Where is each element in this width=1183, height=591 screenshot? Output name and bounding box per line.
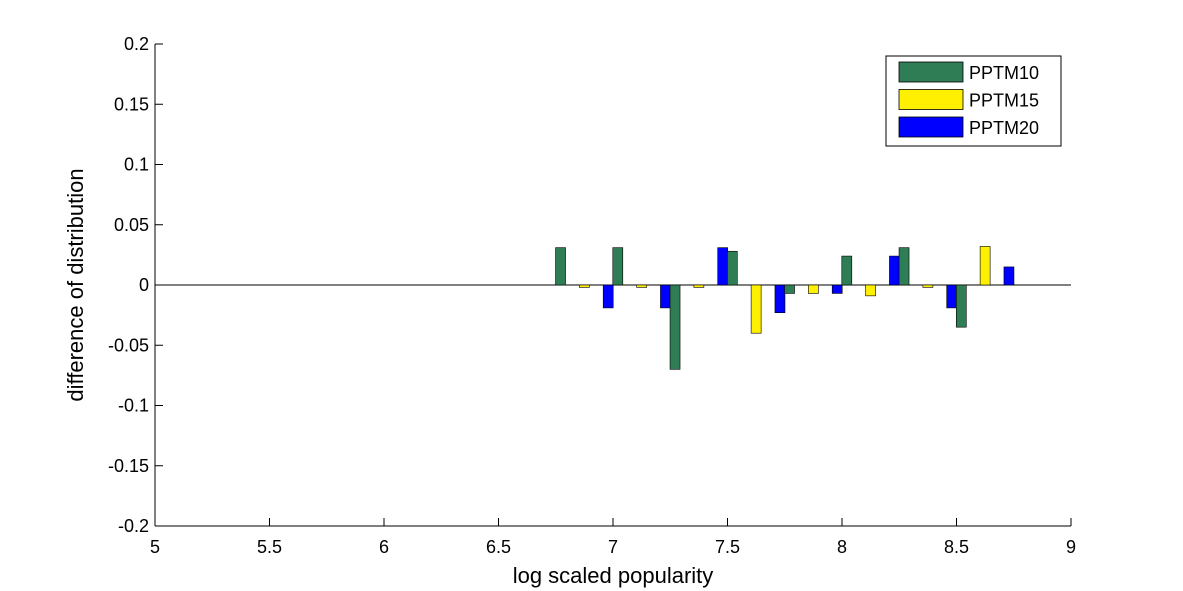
y-tick-label: -0.15 [108,456,149,476]
x-tick-label: 7.5 [715,537,740,557]
legend-swatch-pptm10 [898,61,964,83]
bar-pptm20 [1003,266,1015,286]
y-tick-label: -0.2 [118,516,149,536]
bar-pptm20 [602,284,614,309]
bar-pptm15 [750,284,762,334]
bar-pptm10 [784,284,795,294]
bar-pptm15 [693,284,705,288]
bar-pptm10 [612,247,624,286]
y-tick-label: 0.05 [114,215,149,235]
bar-pptm10 [555,247,566,286]
x-tick-label: 8.5 [944,537,969,557]
legend-label-pptm10: PPTM10 [969,63,1039,83]
bar-pptm20 [774,284,786,314]
x-tick-label: 8 [837,537,847,557]
x-tick-label: 7 [608,537,618,557]
bar-pptm15 [636,284,647,288]
bar-pptm20 [946,284,958,309]
bar-pptm15 [979,246,991,286]
plot-axes: 5 5.5 6 6.5 7 7.5 8 8.5 9 -0.2 -0.15 -0.1 -0.05 0 0.05… [108,34,1076,557]
bar-pptm20 [889,255,900,286]
bar-pptm15 [922,284,934,288]
bar-pptm15 [579,284,590,288]
bar-pptm10 [669,284,681,370]
x-tick-label: 6 [379,537,389,557]
y-tick-label: 0.2 [124,34,149,54]
x-tick-label: 9 [1066,537,1076,557]
y-tick-label: -0.05 [108,335,149,355]
legend-swatch-pptm15 [898,89,964,110]
bar-pptm20 [717,247,729,286]
bar-pptm20 [660,284,671,309]
legend: PPTM10 PPTM15 PPTM20 [885,55,1062,147]
bar-pptm10 [726,250,738,286]
legend-label-pptm15: PPTM15 [969,91,1039,111]
x-tick-label: 5.5 [257,537,282,557]
bar-pptm20 [831,284,843,294]
bar-pptm15 [865,284,876,297]
x-tick-label: 5 [150,537,160,557]
legend-label-pptm20: PPTM20 [969,118,1039,138]
x-tick-label: 6.5 [486,537,511,557]
y-axis-label: difference of distribution [63,168,88,401]
y-tick-label: -0.1 [118,396,149,416]
bar-pptm10 [898,247,910,286]
legend-swatch-pptm20 [898,116,964,138]
bar-pptm10 [841,255,853,286]
y-tick-label: 0.1 [124,155,149,175]
bar-pptm15 [808,284,819,294]
bar-pptm10 [955,284,967,328]
y-tick-label: 0.15 [114,94,149,114]
x-axis-label: log scaled popularity [513,563,714,588]
bars-group [555,246,1015,370]
y-tick-label: 0 [139,275,149,295]
